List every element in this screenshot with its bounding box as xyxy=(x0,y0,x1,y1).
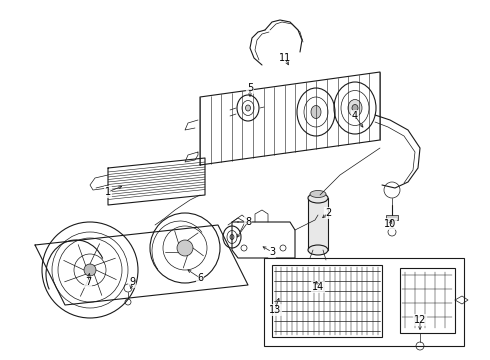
Bar xyxy=(308,198,328,250)
Text: 7: 7 xyxy=(85,277,91,287)
Ellipse shape xyxy=(245,105,250,111)
Text: 5: 5 xyxy=(247,83,253,93)
Ellipse shape xyxy=(230,234,234,239)
Ellipse shape xyxy=(308,193,328,203)
Text: 4: 4 xyxy=(352,111,358,121)
Bar xyxy=(400,268,455,333)
Ellipse shape xyxy=(352,104,358,112)
Ellipse shape xyxy=(348,99,362,117)
Ellipse shape xyxy=(310,190,326,198)
Ellipse shape xyxy=(311,105,321,118)
Bar xyxy=(264,258,464,346)
Text: 9: 9 xyxy=(129,277,135,287)
Text: 13: 13 xyxy=(269,305,281,315)
Text: 8: 8 xyxy=(245,217,251,227)
Text: 6: 6 xyxy=(197,273,203,283)
Text: 3: 3 xyxy=(269,247,275,257)
Text: 14: 14 xyxy=(312,282,324,292)
Circle shape xyxy=(84,264,96,276)
Bar xyxy=(386,215,398,220)
Text: 10: 10 xyxy=(384,219,396,229)
Text: 1: 1 xyxy=(105,187,111,197)
Ellipse shape xyxy=(308,245,328,255)
Text: 11: 11 xyxy=(279,53,291,63)
Bar xyxy=(272,265,382,337)
Text: 12: 12 xyxy=(414,315,426,325)
Text: 2: 2 xyxy=(325,208,331,218)
Circle shape xyxy=(177,240,193,256)
